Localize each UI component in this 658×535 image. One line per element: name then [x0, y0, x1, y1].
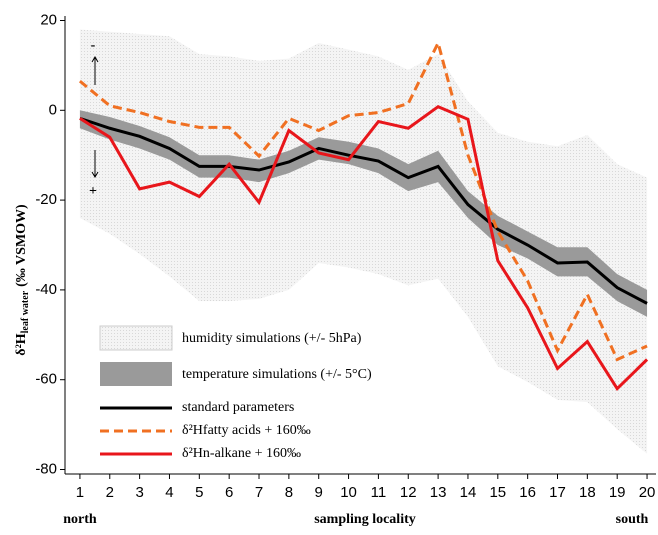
x-tick-label: 10 — [340, 484, 357, 501]
x-tick-label: 16 — [519, 484, 536, 501]
direction-label: - — [91, 38, 96, 53]
y-tick-label: -80 — [35, 460, 57, 477]
x-tick-label: 6 — [225, 484, 233, 501]
y-tick-label: -40 — [35, 281, 57, 298]
x-tick-label: 20 — [639, 484, 656, 501]
arrows — [91, 56, 99, 178]
y-tick-label: 0 — [49, 101, 57, 118]
series-line — [79, 104, 649, 392]
x-tick-label: 8 — [285, 484, 293, 501]
y-tick-label: -60 — [35, 371, 57, 388]
x-annotation: north — [63, 512, 97, 527]
legend-label: standard parameters — [182, 400, 294, 415]
y-axis-label: δ²Hleaf water (‰ VSMOW) — [14, 204, 31, 356]
x-annotation: south — [616, 512, 649, 527]
x-tick-label: 13 — [430, 484, 447, 501]
x-tick-label: 1 — [76, 484, 84, 501]
series-line — [78, 38, 648, 362]
x-tick-label: 17 — [549, 484, 566, 501]
x-tick-label: 11 — [371, 484, 387, 501]
y-tick-label: 20 — [40, 11, 57, 28]
x-tick-label: 5 — [195, 484, 203, 501]
legend-swatch — [99, 325, 173, 351]
x-tick-label: 9 — [315, 484, 323, 501]
x-tick-label: 18 — [579, 484, 596, 501]
y-label-main: δ²H — [14, 333, 29, 355]
legend-swatch — [100, 362, 172, 386]
legend-label: δ²Hn-alkane + 160‰ — [182, 446, 301, 461]
band — [79, 29, 648, 454]
x-tick-label: 19 — [609, 484, 626, 501]
x-tick-label: 15 — [489, 484, 506, 501]
x-tick-label: 7 — [255, 484, 263, 501]
y-label-sub: leaf water — [20, 290, 31, 333]
legend-label: δ²Hfatty acids + 160‰ — [182, 423, 311, 438]
x-tick-label: 2 — [106, 484, 114, 501]
x-tick-label: 3 — [135, 484, 143, 501]
direction-label: + — [89, 184, 97, 199]
x-tick-label: 14 — [460, 484, 477, 501]
band — [79, 110, 648, 317]
x-axis-label: sampling locality — [314, 512, 416, 527]
x-tick-label: 12 — [400, 484, 417, 501]
legend-label: temperature simulations (+/- 5°C) — [182, 367, 372, 382]
y-label-unit: (‰ VSMOW) — [14, 204, 29, 287]
y-tick-label: -20 — [35, 191, 57, 208]
legend-label: humidity simulations (+/- 5hPa) — [182, 331, 362, 346]
x-tick-label: 4 — [165, 484, 173, 501]
series-line — [79, 116, 648, 305]
